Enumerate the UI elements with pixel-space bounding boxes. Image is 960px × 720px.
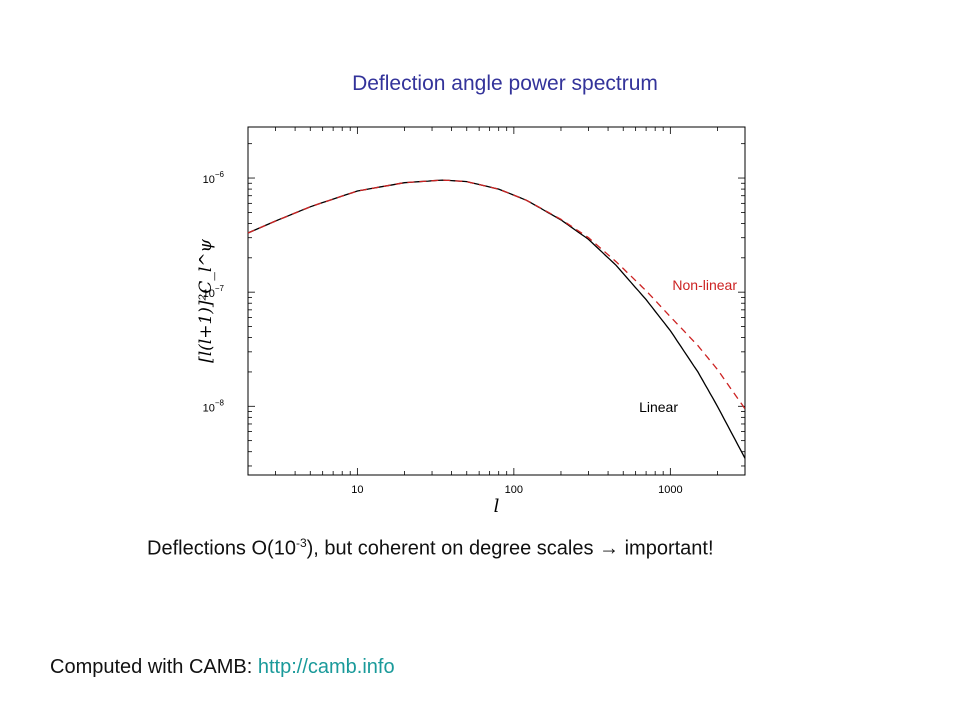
caption-text-3: important! [619, 537, 714, 560]
caption-text-2: ), but coherent on degree scales [306, 537, 600, 560]
right-arrow-icon: → [599, 537, 620, 560]
footer-text: Computed with CAMB: [50, 656, 258, 678]
series-line-linear [247, 179, 746, 459]
caption-text-1: Deflections O(10 [147, 537, 296, 560]
camb-link[interactable]: http://camb.info [257, 656, 395, 678]
y-axis-label: [l(l+1)]²C_l^ψ [196, 238, 216, 362]
series-line-non-linear [247, 179, 746, 410]
y-tick-exponent: −6 [215, 170, 225, 179]
annotation-linear: Linear [639, 399, 678, 415]
y-tick-exponent: −8 [215, 398, 225, 407]
x-tick-label: 1000 [658, 484, 682, 496]
y-tick-exponent: −7 [215, 284, 225, 293]
y-tick-label: 10−6 [203, 170, 225, 186]
footer: Computed with CAMB: http://camb.info [50, 656, 395, 679]
x-tick-label: 10 [351, 484, 363, 496]
caption-line: Deflections O(10-3), but coherent on deg… [147, 536, 714, 561]
y-tick-label: 10−8 [203, 398, 225, 414]
slide-title: Deflection angle power spectrum [352, 72, 658, 95]
plot-frame [247, 126, 746, 476]
x-axis-label: l [494, 496, 500, 517]
caption-exponent: -3 [295, 536, 307, 550]
annotation-non-linear: Non-linear [672, 277, 737, 293]
x-tick-label: 100 [505, 484, 523, 496]
